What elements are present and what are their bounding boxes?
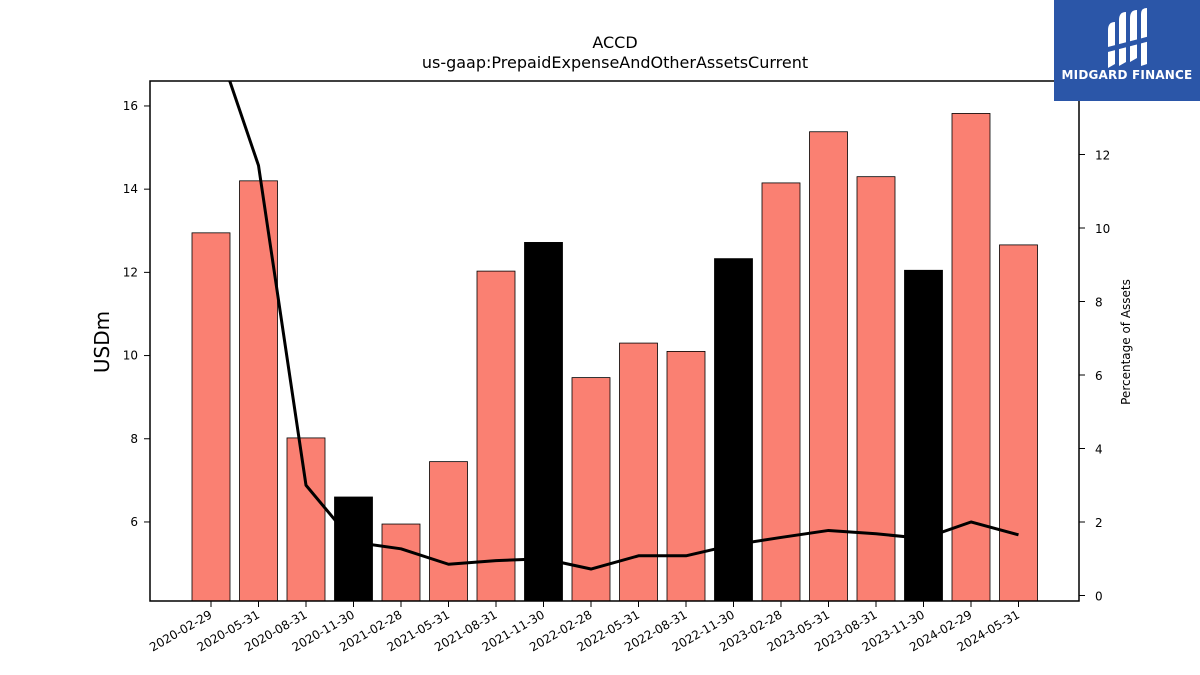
brand-mark-icon bbox=[1104, 8, 1150, 68]
y-tick-label-left: 12 bbox=[123, 265, 138, 279]
percentage-line bbox=[228, 81, 1019, 571]
x-axis: 2020-02-292020-05-312020-08-312020-11-30… bbox=[147, 601, 1022, 654]
y-tick-label-left: 10 bbox=[123, 349, 138, 363]
y-tick-label-left: 8 bbox=[130, 432, 138, 446]
y-axis-label-left: USDm bbox=[90, 311, 114, 373]
line-series bbox=[228, 81, 1019, 571]
bar bbox=[856, 176, 896, 602]
bar bbox=[571, 377, 611, 602]
y-axis-right: 0 2 4 6 8 10 12 bbox=[1079, 148, 1110, 603]
bar bbox=[191, 232, 231, 602]
bar bbox=[999, 244, 1038, 602]
brand-name: MIDGARD FINANCE bbox=[1061, 68, 1193, 82]
y-axis-left: 6 8 10 12 14 16 bbox=[123, 99, 150, 529]
y-tick-label-right: 12 bbox=[1095, 148, 1110, 162]
y-tick-label-right: 2 bbox=[1095, 516, 1103, 530]
bar bbox=[714, 258, 753, 602]
y-tick-label-right: 4 bbox=[1095, 442, 1103, 456]
y-tick-label-right: 10 bbox=[1095, 222, 1110, 236]
y-tick-label-right: 0 bbox=[1095, 589, 1103, 603]
bar bbox=[429, 461, 468, 602]
bar-series bbox=[191, 113, 1038, 602]
brand-logo: MIDGARD FINANCE bbox=[1054, 0, 1200, 101]
bar bbox=[951, 113, 991, 602]
y-tick-label-left: 14 bbox=[123, 182, 138, 196]
bar bbox=[286, 437, 326, 602]
y-tick-label-right: 8 bbox=[1095, 295, 1103, 309]
bar bbox=[809, 131, 848, 602]
chart-title: ACCD bbox=[592, 33, 637, 52]
bar bbox=[524, 242, 563, 602]
bar bbox=[239, 180, 278, 602]
y-tick-label-left: 6 bbox=[130, 515, 138, 529]
y-tick-label-left: 16 bbox=[123, 99, 138, 113]
bar bbox=[381, 523, 421, 602]
bar bbox=[666, 350, 706, 602]
y-axis-label-right: Percentage of Assets bbox=[1119, 279, 1133, 405]
bar bbox=[619, 342, 658, 602]
bar bbox=[476, 270, 516, 602]
bar bbox=[334, 496, 373, 602]
bar bbox=[904, 269, 943, 602]
chart-subtitle: us-gaap:PrepaidExpenseAndOtherAssetsCurr… bbox=[422, 53, 808, 72]
plot-frame bbox=[149, 80, 1080, 602]
bar bbox=[761, 182, 801, 602]
y-tick-label-right: 6 bbox=[1095, 369, 1103, 383]
